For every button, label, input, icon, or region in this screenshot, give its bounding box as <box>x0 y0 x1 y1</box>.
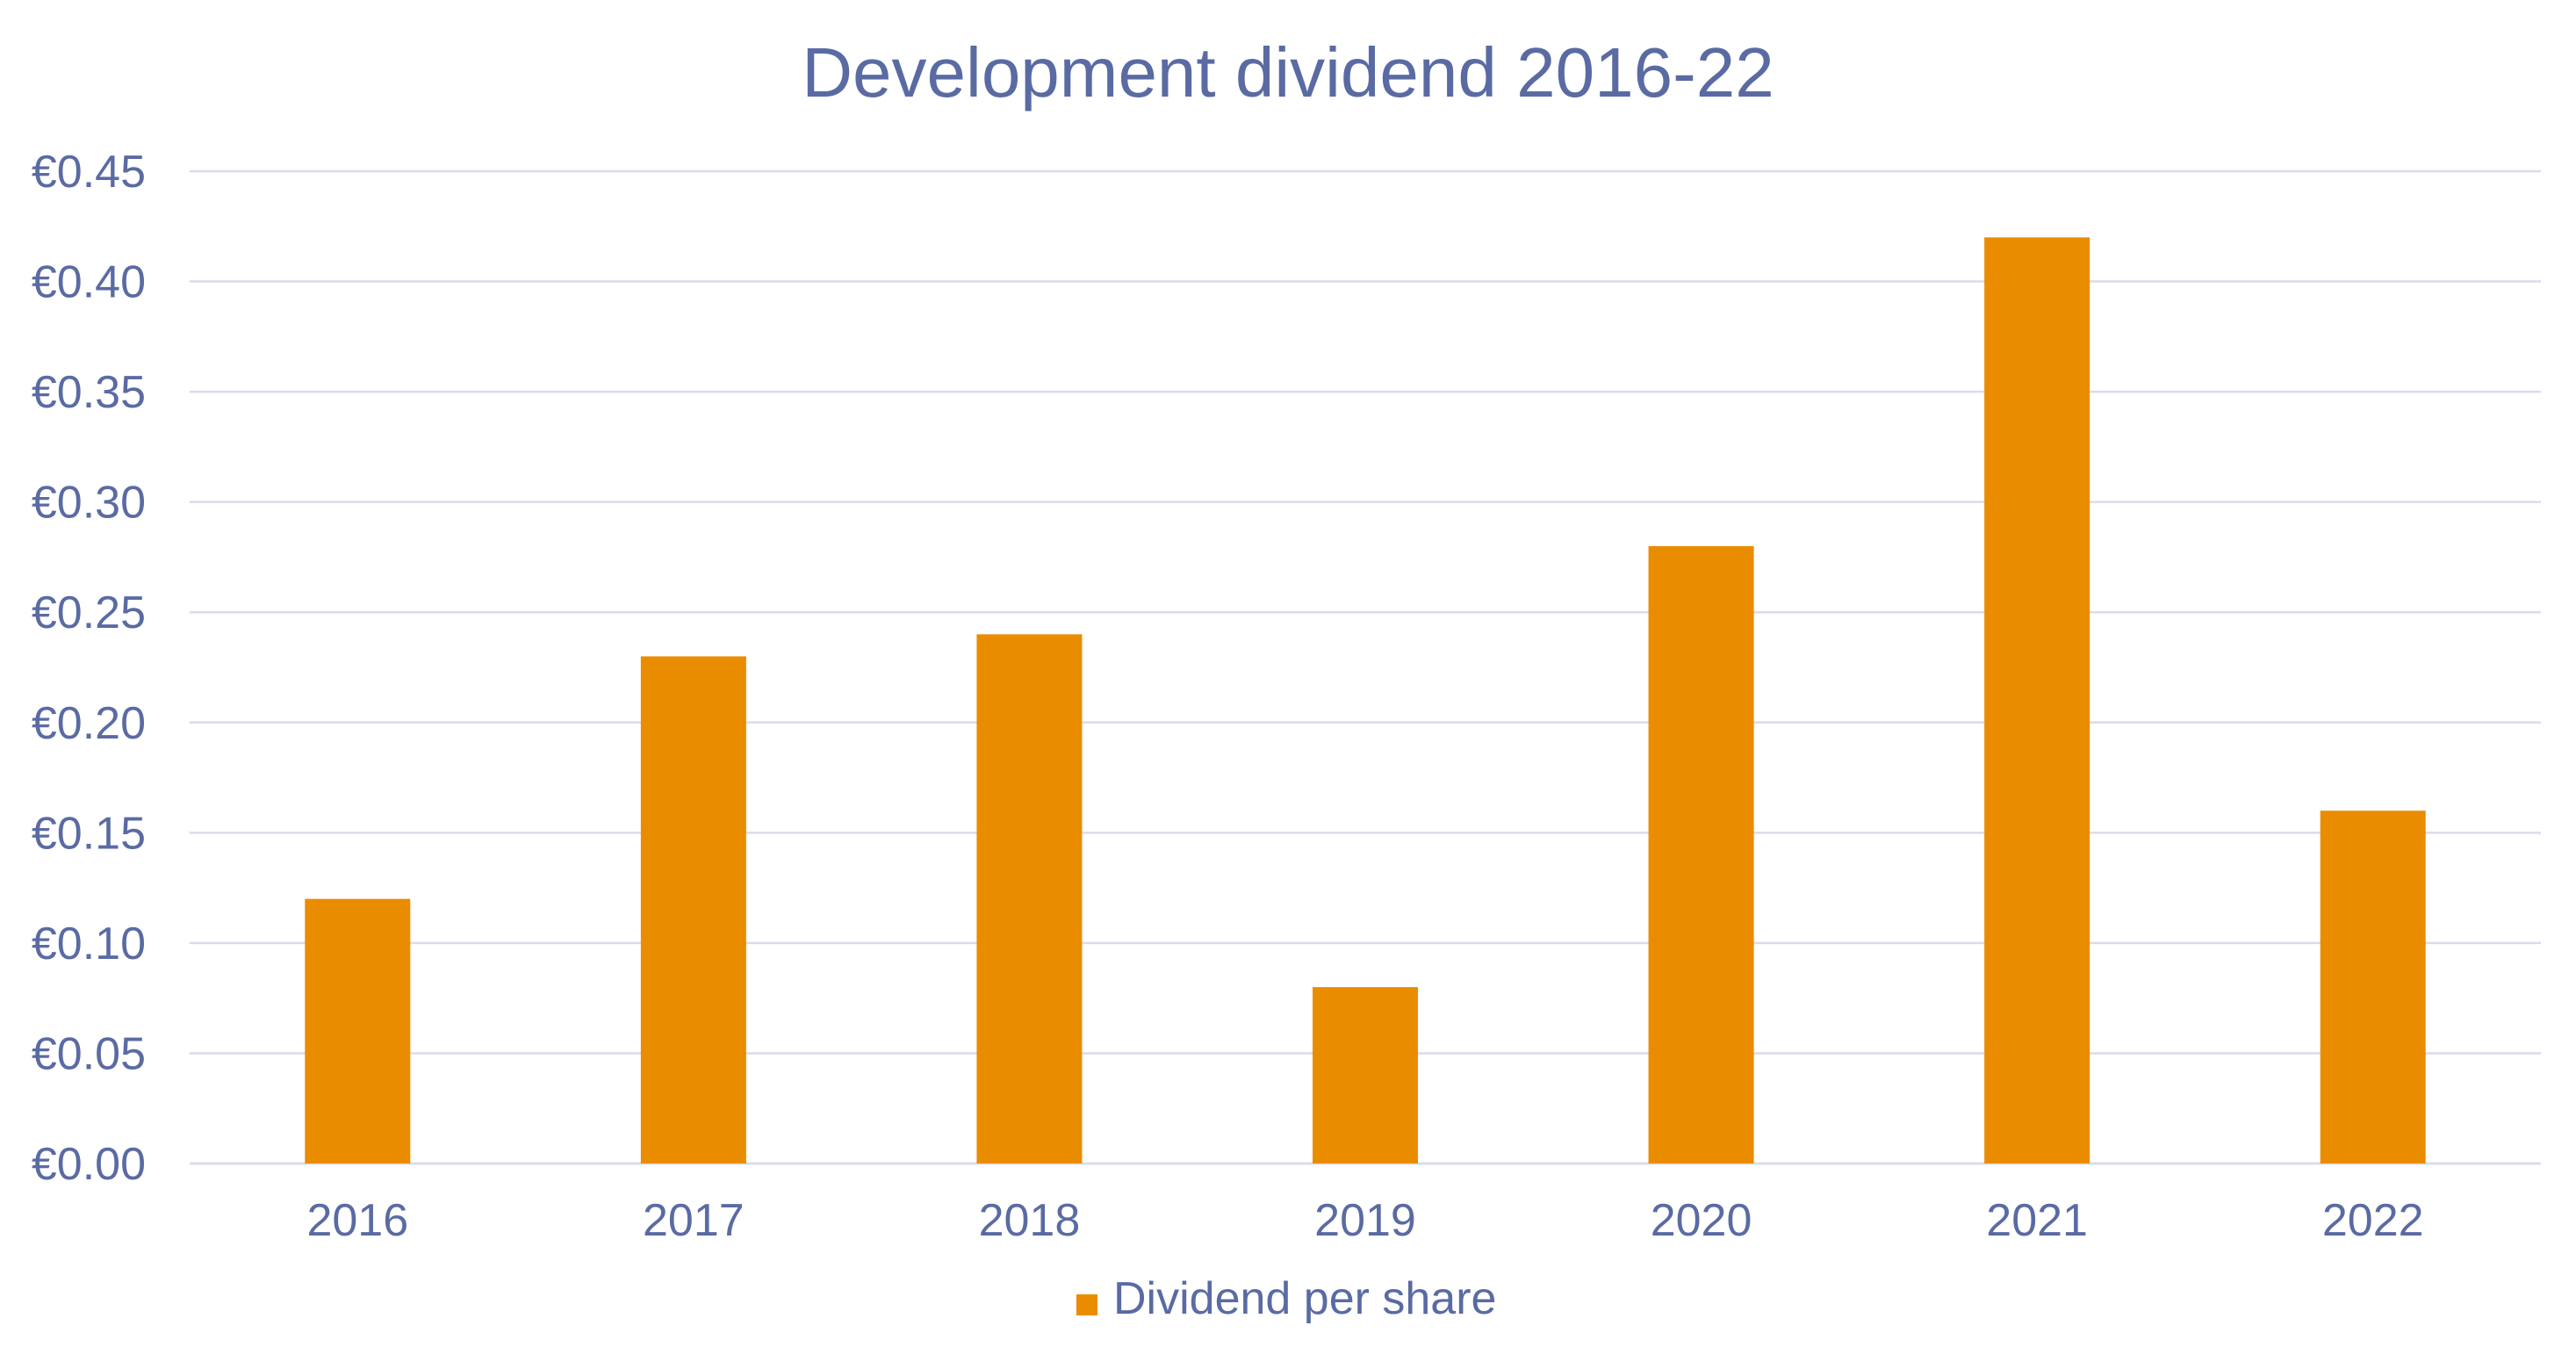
bars <box>305 237 2426 1164</box>
bar-2020 <box>1648 545 1754 1164</box>
bar-2018 <box>976 634 1083 1164</box>
legend-label: Dividend per share <box>1113 1273 1496 1324</box>
y-tick-label: €0.00 <box>32 1139 146 1190</box>
y-tick-label: €0.30 <box>32 478 146 529</box>
x-tick-label: 2019 <box>1314 1195 1416 1246</box>
y-axis-labels: €0.00 €0.05 €0.10 €0.15 €0.20 €0.25 €0.30 €0.35… <box>32 147 146 1190</box>
y-tick-label: €0.05 <box>32 1028 146 1079</box>
y-tick-label: €0.45 <box>32 147 146 198</box>
y-tick-label: €0.15 <box>32 808 146 859</box>
bar-2022 <box>2320 811 2426 1164</box>
x-tick-label: 2022 <box>2322 1195 2424 1246</box>
legend: Dividend per share <box>1076 1273 1496 1324</box>
bar-2019 <box>1313 987 1418 1164</box>
y-tick-label: €0.25 <box>32 587 146 638</box>
x-tick-label: 2021 <box>1986 1195 2088 1246</box>
x-tick-label: 2020 <box>1651 1195 1752 1246</box>
gridlines <box>190 169 2541 1165</box>
bar-2017 <box>640 656 746 1164</box>
x-tick-label: 2017 <box>643 1195 745 1246</box>
y-tick-label: €0.10 <box>32 919 146 969</box>
bar-2016 <box>305 898 411 1164</box>
y-tick-label: €0.35 <box>32 367 146 418</box>
x-axis-labels: 2016 2017 2018 2019 2020 2021 2022 <box>306 1195 2423 1246</box>
bar-2021 <box>1984 237 2090 1164</box>
y-tick-label: €0.20 <box>32 698 146 749</box>
x-tick-label: 2018 <box>979 1195 1081 1246</box>
x-tick-label: 2016 <box>306 1195 408 1246</box>
legend-swatch <box>1076 1294 1097 1315</box>
chart-title: Development dividend 2016-22 <box>802 33 1774 112</box>
y-tick-label: €0.40 <box>32 257 146 308</box>
